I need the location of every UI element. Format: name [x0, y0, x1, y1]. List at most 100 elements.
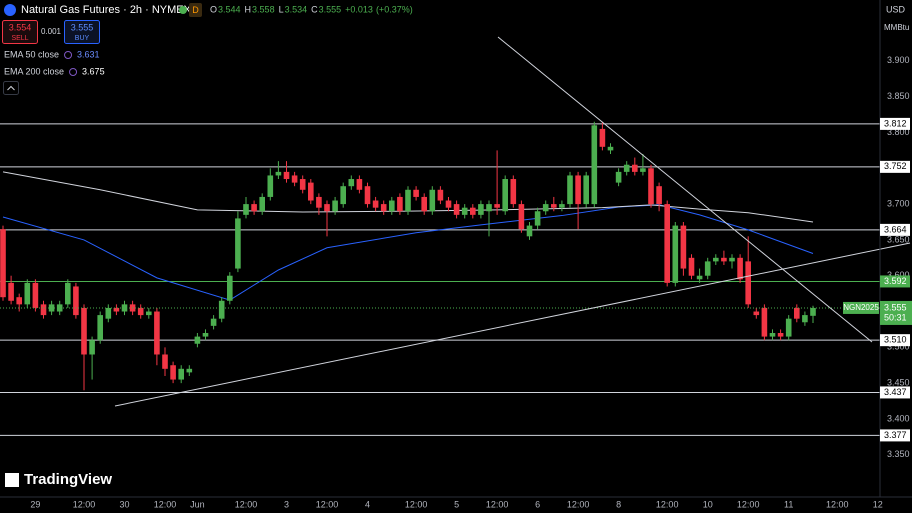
candle-body [89, 340, 95, 355]
ohlc-value: 3.555 [319, 4, 342, 14]
candle-body [56, 304, 63, 312]
x-tick-label: 11 [784, 499, 793, 509]
candle-body [235, 218, 241, 269]
level-label: 3.510 [884, 335, 907, 345]
candle-body [227, 275, 233, 301]
candle-body [623, 164, 630, 172]
level-label: 3.437 [884, 387, 907, 397]
candle-body [251, 204, 257, 212]
candle-body [389, 200, 395, 212]
candle-body [494, 204, 500, 208]
x-tick-label: 12:00 [567, 499, 590, 509]
sell-label: SELL [11, 35, 28, 42]
level-tag [880, 334, 910, 347]
indicator-icon [69, 68, 78, 76]
ohlc-value: 3.534 [285, 4, 308, 14]
candle-body [680, 225, 687, 269]
x-tick-label: 3 [284, 499, 289, 509]
candle-body [202, 333, 209, 337]
x-tick-label: 12 [873, 499, 883, 509]
candle-body [551, 204, 557, 208]
indicator-name: EMA 200 close [4, 66, 64, 76]
badge-box [189, 3, 202, 17]
level-tag [880, 160, 910, 173]
x-tick-label: 12:00 [235, 499, 258, 509]
indicator-icon [64, 51, 73, 59]
candle-body [591, 125, 598, 205]
candle-body [340, 186, 346, 205]
candle-body [761, 307, 768, 337]
candle-body [178, 368, 184, 380]
ohlc-key: H [245, 4, 252, 14]
candle-body [429, 189, 436, 212]
candle-body [413, 189, 419, 197]
candle-body [299, 179, 306, 190]
x-tick-label: 12:00 [826, 499, 849, 509]
candle-body [502, 179, 508, 212]
candle-body [291, 175, 298, 183]
y-tick-label: 3.800 [887, 127, 910, 137]
candle-body [648, 168, 654, 205]
level-tag [880, 275, 910, 288]
candle-body [332, 200, 338, 212]
x-tick-label: 12:00 [405, 499, 428, 509]
x-tick-label: 12:00 [73, 499, 96, 509]
x-tick-label: 12:00 [154, 499, 177, 509]
candle-body [154, 311, 160, 355]
candle-body [121, 304, 128, 312]
currency[interactable]: USD [886, 4, 906, 14]
symbol-tag [843, 301, 879, 314]
candle-body [8, 282, 14, 301]
candle-body [73, 286, 79, 316]
candle-body [40, 304, 47, 316]
price-label: 3.555 [884, 302, 907, 312]
y-tick-label: 3.450 [887, 378, 910, 388]
candle-body [688, 257, 695, 276]
sell-button[interactable] [2, 20, 38, 44]
collapse-button[interactable] [3, 81, 19, 95]
candle-body [559, 204, 565, 208]
candle-body [769, 333, 776, 337]
candle-body [664, 204, 670, 283]
candle-body [599, 128, 606, 147]
candle-body [16, 297, 22, 305]
candle-body [259, 196, 265, 212]
level-tag [880, 117, 910, 130]
candle-body [632, 164, 638, 172]
candle-body [794, 307, 800, 319]
candle-body [526, 225, 533, 237]
candle-body [785, 318, 792, 337]
candle-body [137, 307, 144, 316]
ema-line [2, 204, 814, 301]
symbol-title: Natural Gas Futures · 2h · NYMEX [21, 4, 192, 16]
candle-body [583, 175, 589, 205]
candle-body [380, 204, 387, 212]
change: +0.013 [345, 4, 373, 14]
buy-button[interactable] [64, 20, 100, 44]
candle-body [542, 204, 549, 212]
candle-body [0, 229, 6, 298]
candle-body [534, 211, 541, 226]
candle-body [81, 307, 87, 355]
x-tick-label: 29 [30, 499, 40, 509]
price-axis: 3.900 3.850 3.800 3.700 3.650 3.600 3.500 3.450… [30, 55, 912, 509]
candle-body [810, 307, 816, 316]
candle-body [397, 196, 403, 212]
sell-price: 3.554 [9, 22, 32, 32]
candle-body [372, 200, 379, 208]
candle-body [186, 368, 193, 373]
candle-body [146, 311, 152, 316]
candle-body [283, 171, 290, 180]
y-tick-label: 3.700 [887, 198, 910, 208]
logo-mark [5, 473, 19, 487]
indicator-value: 3.631 [77, 49, 100, 59]
candle-body [607, 146, 614, 151]
candle-body [470, 207, 476, 215]
candle-body [437, 189, 444, 201]
ohlc-key: L [279, 4, 284, 14]
x-tick-label: 6 [535, 499, 540, 509]
ohlc-key: C [311, 4, 318, 14]
status-dot [179, 6, 187, 14]
candle-body [721, 257, 727, 262]
candle-body [113, 307, 120, 312]
